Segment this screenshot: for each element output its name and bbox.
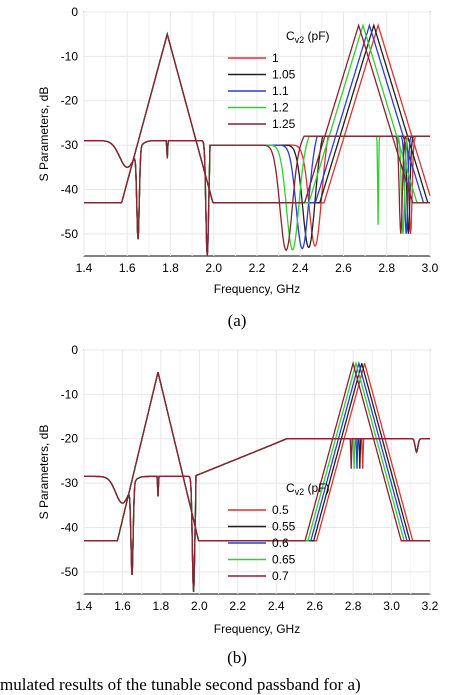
figure-caption: mulated results of the tunable second pa… — [0, 675, 361, 694]
legend-entry-label: 0.5 — [272, 503, 289, 517]
y-tick-label: -20 — [61, 94, 79, 108]
y-tick-label: 0 — [71, 5, 78, 19]
legend-entry-label: 1.25 — [272, 117, 296, 131]
legend-entry-label: 0.7 — [272, 569, 289, 583]
panel-label-a: (a) — [228, 311, 247, 330]
legend-entry-label: 1.2 — [272, 101, 289, 115]
y-axis-label-a: S Parameters, dB — [37, 87, 51, 182]
x-tick-label: 2.0 — [205, 261, 222, 275]
tick-labels-b: 1.4 1.6 1.8 2.0 2.2 2.4 2.6 2.8 3.0 3.2 0 -10 -20 -30… — [61, 343, 439, 613]
x-axis-label-b: Frequency, GHz — [214, 622, 300, 636]
grid-b — [83, 349, 431, 594]
x-tick-label: 1.8 — [162, 261, 179, 275]
y-tick-label: -10 — [61, 387, 79, 401]
panel-label-b: (b) — [227, 648, 247, 667]
x-tick-label: 1.8 — [153, 599, 170, 613]
legend-entry-label: 0.55 — [272, 520, 296, 534]
x-tick-label: 1.6 — [119, 261, 136, 275]
x-tick-label: 2.4 — [292, 261, 309, 275]
x-tick-label: 3.2 — [422, 599, 439, 613]
y-tick-label: -10 — [61, 49, 79, 63]
legend-title: Cv2 (pF) — [286, 481, 330, 497]
x-tick-label: 1.4 — [76, 599, 93, 613]
series-line-s21 — [84, 360, 430, 542]
legend-title: Cv2 (pF) — [286, 29, 330, 45]
chart-panel-b: 1.4 1.6 1.8 2.0 2.2 2.4 2.6 2.8 3.0 3.2 0 -10 -20 -30… — [37, 343, 439, 667]
legend-entry-label: 1 — [272, 51, 279, 65]
x-tick-label: 1.6 — [114, 599, 131, 613]
x-tick-label: 2.8 — [345, 599, 362, 613]
x-tick-label: 2.6 — [306, 599, 323, 613]
series-lines-a — [84, 22, 431, 257]
x-tick-label: 2.8 — [378, 261, 395, 275]
series-line-s21 — [84, 23, 430, 204]
x-tick-label: 2.0 — [191, 599, 208, 613]
series-lines-b — [84, 360, 430, 592]
y-tick-label: -40 — [61, 520, 79, 534]
legend-a: Cv2 (pF) 1 1.05 1.1 1.2 1.25 — [228, 29, 330, 131]
x-tick-label: 2.4 — [268, 599, 285, 613]
x-tick-label: 2.2 — [229, 599, 246, 613]
x-tick-label: 3.0 — [422, 261, 439, 275]
y-tick-label: -20 — [61, 432, 79, 446]
y-tick-label: -50 — [61, 565, 79, 579]
series-line-s11 — [84, 438, 430, 592]
x-tick-label: 2.2 — [249, 261, 266, 275]
y-tick-label: -30 — [61, 476, 79, 490]
x-tick-label: 3.0 — [383, 599, 400, 613]
legend-entry-label: 0.65 — [272, 553, 296, 567]
x-tick-label: 1.4 — [76, 261, 93, 275]
y-axis-label-b: S Parameters, dB — [37, 425, 51, 520]
legend-b: Cv2 (pF) 0.5 0.55 0.6 0.65 0.7 — [228, 481, 330, 583]
x-tick-label: 2.6 — [335, 261, 352, 275]
y-tick-label: -30 — [61, 138, 79, 152]
legend-entry-label: 1.1 — [272, 84, 289, 98]
y-tick-label: -40 — [61, 182, 79, 196]
x-axis-label-a: Frequency, GHz — [214, 282, 300, 296]
series-line-s11 — [84, 135, 430, 257]
y-tick-label: 0 — [71, 343, 78, 357]
tick-labels-a: 1.4 1.6 1.8 2.0 2.2 2.4 2.6 2.8 3.0 0 -10 -20 -30 -40… — [61, 5, 439, 275]
legend-entry-label: 0.6 — [272, 536, 289, 550]
y-tick-label: -50 — [61, 227, 79, 241]
chart-panel-a: 1.4 1.6 1.8 2.0 2.2 2.4 2.6 2.8 3.0 0 -10 -20 -30 -40… — [37, 5, 439, 330]
legend-entry-label: 1.05 — [272, 68, 296, 82]
